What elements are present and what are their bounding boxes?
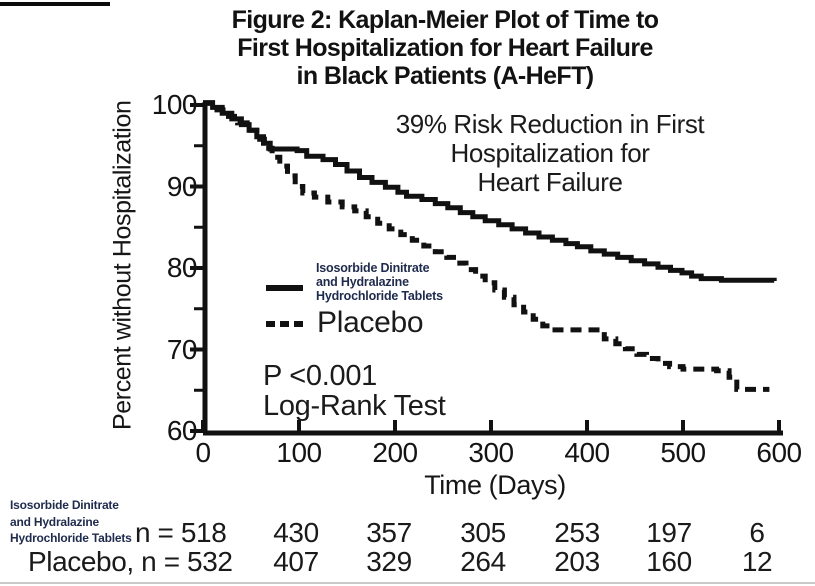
legend-solid-line-swatch — [266, 285, 303, 291]
y-tick-label: 90 — [166, 170, 198, 202]
x-axis-label: Time (Days) — [424, 470, 566, 500]
y-tick-label: 100 — [151, 89, 198, 120]
risk-count-treatment: 430 — [273, 517, 319, 548]
risk-count-placebo: 12 — [741, 546, 773, 577]
risk-reduction-annotation: 39% Risk Reduction in First Hospitalizat… — [395, 109, 705, 197]
risk-count-placebo: 407 — [273, 546, 319, 577]
x-tick-label: 400 — [564, 437, 610, 468]
risk-table-row1-n: n = 518 — [135, 517, 227, 548]
placebo-curve — [203, 100, 770, 392]
treatment-curve — [203, 100, 777, 283]
y-tick-label: 80 — [166, 252, 198, 283]
risk-count-placebo: 203 — [554, 546, 600, 577]
risk-count-placebo: 329 — [366, 546, 412, 577]
risk-count-treatment: 253 — [554, 517, 600, 548]
bottom-divider-rule — [0, 582, 815, 584]
x-tick-label: 300 — [468, 437, 514, 468]
x-tick-label: 600 — [756, 437, 802, 468]
risk-count-placebo: 264 — [460, 546, 506, 577]
x-tick-label: 500 — [660, 437, 706, 468]
figure-title: Figure 2: Kaplan-Meier Plot of Time to F… — [231, 6, 659, 90]
risk-table-treatment-label: Isosorbide Dinitrate and Hydralazine Hyd… — [10, 498, 132, 545]
top-edge-scan-strip — [0, 2, 110, 6]
y-tick-label: 60 — [166, 415, 198, 446]
x-tick-label: 0 — [195, 437, 211, 468]
risk-table-row2-n: Placebo, n = 532 — [28, 546, 233, 577]
x-tick-label: 200 — [372, 437, 418, 468]
risk-count-placebo: 160 — [646, 546, 692, 577]
y-tick-label: 70 — [166, 333, 198, 365]
legend-dashed-line-swatch — [266, 321, 308, 327]
risk-count-treatment: 6 — [749, 517, 765, 548]
risk-count-treatment: 305 — [460, 517, 506, 548]
legend-placebo-label: Placebo — [317, 306, 424, 339]
x-tick-label: 100 — [276, 437, 322, 468]
risk-count-treatment: 197 — [646, 517, 692, 548]
pvalue-logrank-note: P <0.001 Log-Rank Test — [263, 360, 446, 422]
legend-treatment-label: Isosorbide Dinitrate and Hydralazine Hyd… — [316, 261, 443, 303]
risk-count-treatment: 357 — [366, 517, 412, 548]
